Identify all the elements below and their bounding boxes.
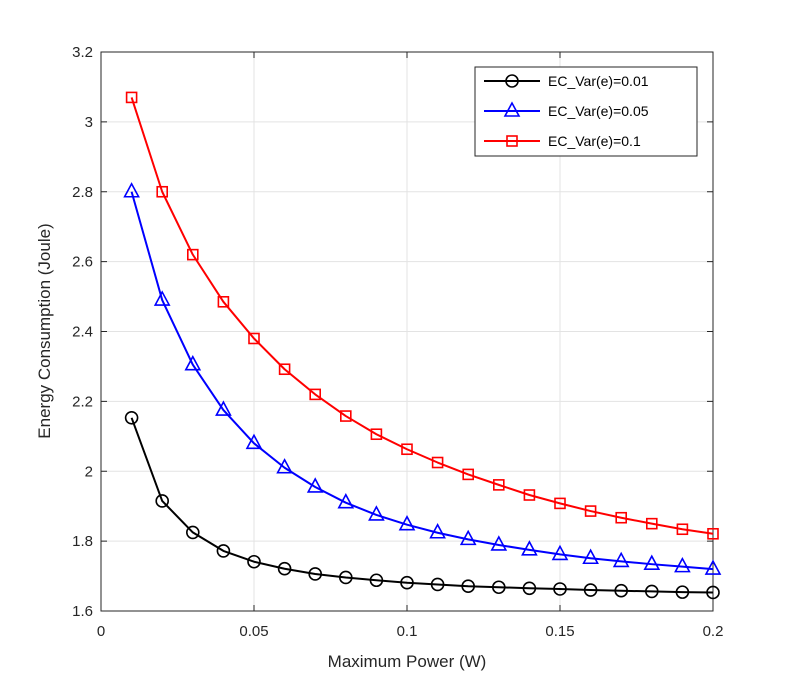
series-3 bbox=[125, 91, 719, 540]
data-point bbox=[215, 400, 232, 416]
data-point bbox=[430, 577, 445, 592]
data-point bbox=[582, 548, 599, 565]
data-point bbox=[459, 529, 477, 546]
data-point bbox=[155, 494, 169, 508]
data-point bbox=[338, 570, 353, 585]
legend-marker bbox=[505, 74, 519, 88]
data-point bbox=[461, 579, 476, 593]
data-point bbox=[184, 355, 202, 371]
data-point bbox=[400, 575, 414, 590]
data-point bbox=[491, 580, 506, 595]
x-axis-title: Maximum Power (W) bbox=[328, 652, 487, 671]
data-point bbox=[492, 479, 505, 491]
x-tick-label: 0.1 bbox=[397, 623, 418, 640]
x-tick-label: 0 bbox=[97, 623, 105, 640]
data-point bbox=[309, 388, 322, 401]
data-point bbox=[278, 363, 291, 376]
data-point bbox=[614, 583, 629, 598]
series-line bbox=[130, 97, 714, 535]
legend-entry: EC_Var(e)=0.1 bbox=[484, 133, 641, 149]
data-point bbox=[125, 91, 138, 104]
y-tick-label: 2.6 bbox=[72, 254, 93, 271]
data-point bbox=[308, 567, 323, 581]
data-point bbox=[277, 561, 292, 576]
data-point bbox=[153, 290, 171, 306]
data-point bbox=[645, 517, 658, 530]
data-point bbox=[245, 433, 263, 450]
data-point bbox=[615, 511, 628, 524]
data-point bbox=[584, 505, 597, 517]
data-point bbox=[431, 456, 444, 469]
series-1 bbox=[124, 410, 720, 600]
data-point bbox=[704, 559, 722, 575]
legend-entry: EC_Var(e)=0.01 bbox=[484, 73, 649, 89]
data-point bbox=[707, 527, 719, 540]
data-point bbox=[706, 585, 720, 600]
legend-label: EC_Var(e)=0.01 bbox=[548, 73, 649, 89]
y-tick-label: 2.4 bbox=[72, 324, 93, 341]
data-point bbox=[398, 515, 416, 531]
y-tick-label: 3 bbox=[85, 114, 93, 131]
x-tick-label: 0.15 bbox=[545, 623, 574, 640]
data-point bbox=[553, 582, 567, 596]
y-tick-label: 2 bbox=[85, 463, 93, 480]
data-point bbox=[490, 535, 508, 551]
legend-label: EC_Var(e)=0.05 bbox=[548, 103, 649, 119]
data-point bbox=[583, 583, 598, 597]
x-tick-label: 0.05 bbox=[239, 623, 268, 640]
data-point bbox=[368, 505, 385, 521]
x-tick-label: 0.2 bbox=[703, 623, 724, 640]
data-point bbox=[551, 544, 569, 561]
data-point bbox=[676, 523, 689, 536]
data-point bbox=[187, 248, 199, 261]
data-point bbox=[429, 523, 446, 539]
data-point bbox=[521, 540, 538, 556]
data-point bbox=[186, 525, 200, 540]
series-2 bbox=[123, 182, 722, 575]
data-point bbox=[674, 556, 691, 573]
data-point bbox=[643, 554, 661, 570]
data-point bbox=[370, 428, 383, 441]
data-point bbox=[462, 468, 475, 481]
data-point bbox=[276, 458, 293, 474]
legend-label: EC_Var(e)=0.1 bbox=[548, 133, 641, 149]
data-point bbox=[337, 493, 355, 509]
legend-entry: EC_Var(e)=0.05 bbox=[484, 101, 649, 119]
data-point bbox=[248, 332, 260, 345]
data-point bbox=[369, 573, 384, 588]
series-group bbox=[123, 91, 722, 600]
y-tick-label: 1.8 bbox=[72, 533, 93, 550]
data-point bbox=[401, 443, 413, 456]
data-point bbox=[217, 296, 230, 308]
data-point bbox=[123, 182, 140, 198]
data-point bbox=[522, 581, 537, 596]
data-point bbox=[124, 410, 139, 425]
data-point bbox=[612, 551, 630, 568]
data-point bbox=[644, 584, 659, 599]
axis-ticks: 0 0.05 0.1 0.15 0.2 1.6 1.8 2 2.2 2.4 2.6 2.8 3 3.2 bbox=[72, 44, 723, 640]
data-point bbox=[216, 544, 231, 558]
data-point bbox=[306, 477, 324, 493]
y-axis-title: Energy Consumption (Joule) bbox=[35, 223, 54, 438]
data-point bbox=[247, 554, 261, 569]
y-tick-label: 2.2 bbox=[72, 393, 93, 410]
legend-marker bbox=[503, 101, 521, 117]
data-point bbox=[554, 497, 566, 510]
data-point bbox=[339, 410, 352, 422]
y-tick-label: 3.2 bbox=[72, 44, 93, 61]
legend-marker bbox=[506, 135, 518, 147]
legend: EC_Var(e)=0.01 EC_Var(e)=0.05 EC_Var(e)=0.… bbox=[474, 66, 698, 157]
data-point bbox=[675, 585, 690, 599]
y-tick-label: 1.6 bbox=[72, 603, 93, 620]
data-point bbox=[523, 489, 536, 501]
y-tick-label: 2.8 bbox=[72, 184, 93, 201]
data-point bbox=[156, 185, 168, 198]
